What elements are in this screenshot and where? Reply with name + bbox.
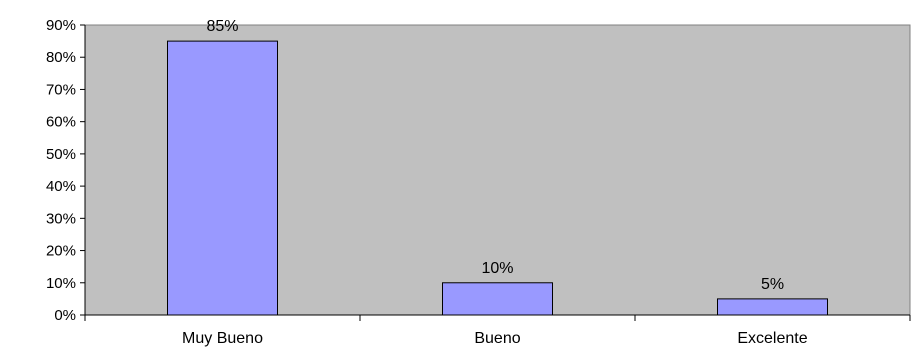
y-tick-label: 40%	[46, 178, 76, 195]
bar	[442, 282, 553, 316]
data-label: 85%	[206, 18, 238, 35]
data-label: 10%	[481, 260, 513, 277]
y-tick-label: 90%	[46, 17, 76, 34]
bars: 85% Muy Bueno 10% Bueno 5% Excelente	[167, 18, 828, 347]
y-tick-label: 20%	[46, 243, 76, 260]
x-axis	[84, 314, 911, 321]
x-tick-label: Bueno	[474, 330, 520, 347]
y-tick-label: 10%	[46, 275, 76, 292]
y-tick-label: 50%	[46, 146, 76, 163]
bar	[717, 298, 828, 316]
y-axis: 0% 10% 20% 30% 40% 50% 60% 70% 80% 90%	[46, 17, 86, 324]
y-tick-label: 0%	[54, 307, 76, 324]
y-tick-label: 80%	[46, 49, 76, 66]
y-tick-label: 70%	[46, 81, 76, 98]
x-tick-label: Muy Bueno	[182, 330, 263, 347]
data-label: 5%	[761, 276, 784, 293]
x-tick-label: Excelente	[737, 330, 807, 347]
bar	[167, 40, 278, 316]
y-tick-label: 30%	[46, 210, 76, 227]
y-tick-label: 60%	[46, 114, 76, 131]
